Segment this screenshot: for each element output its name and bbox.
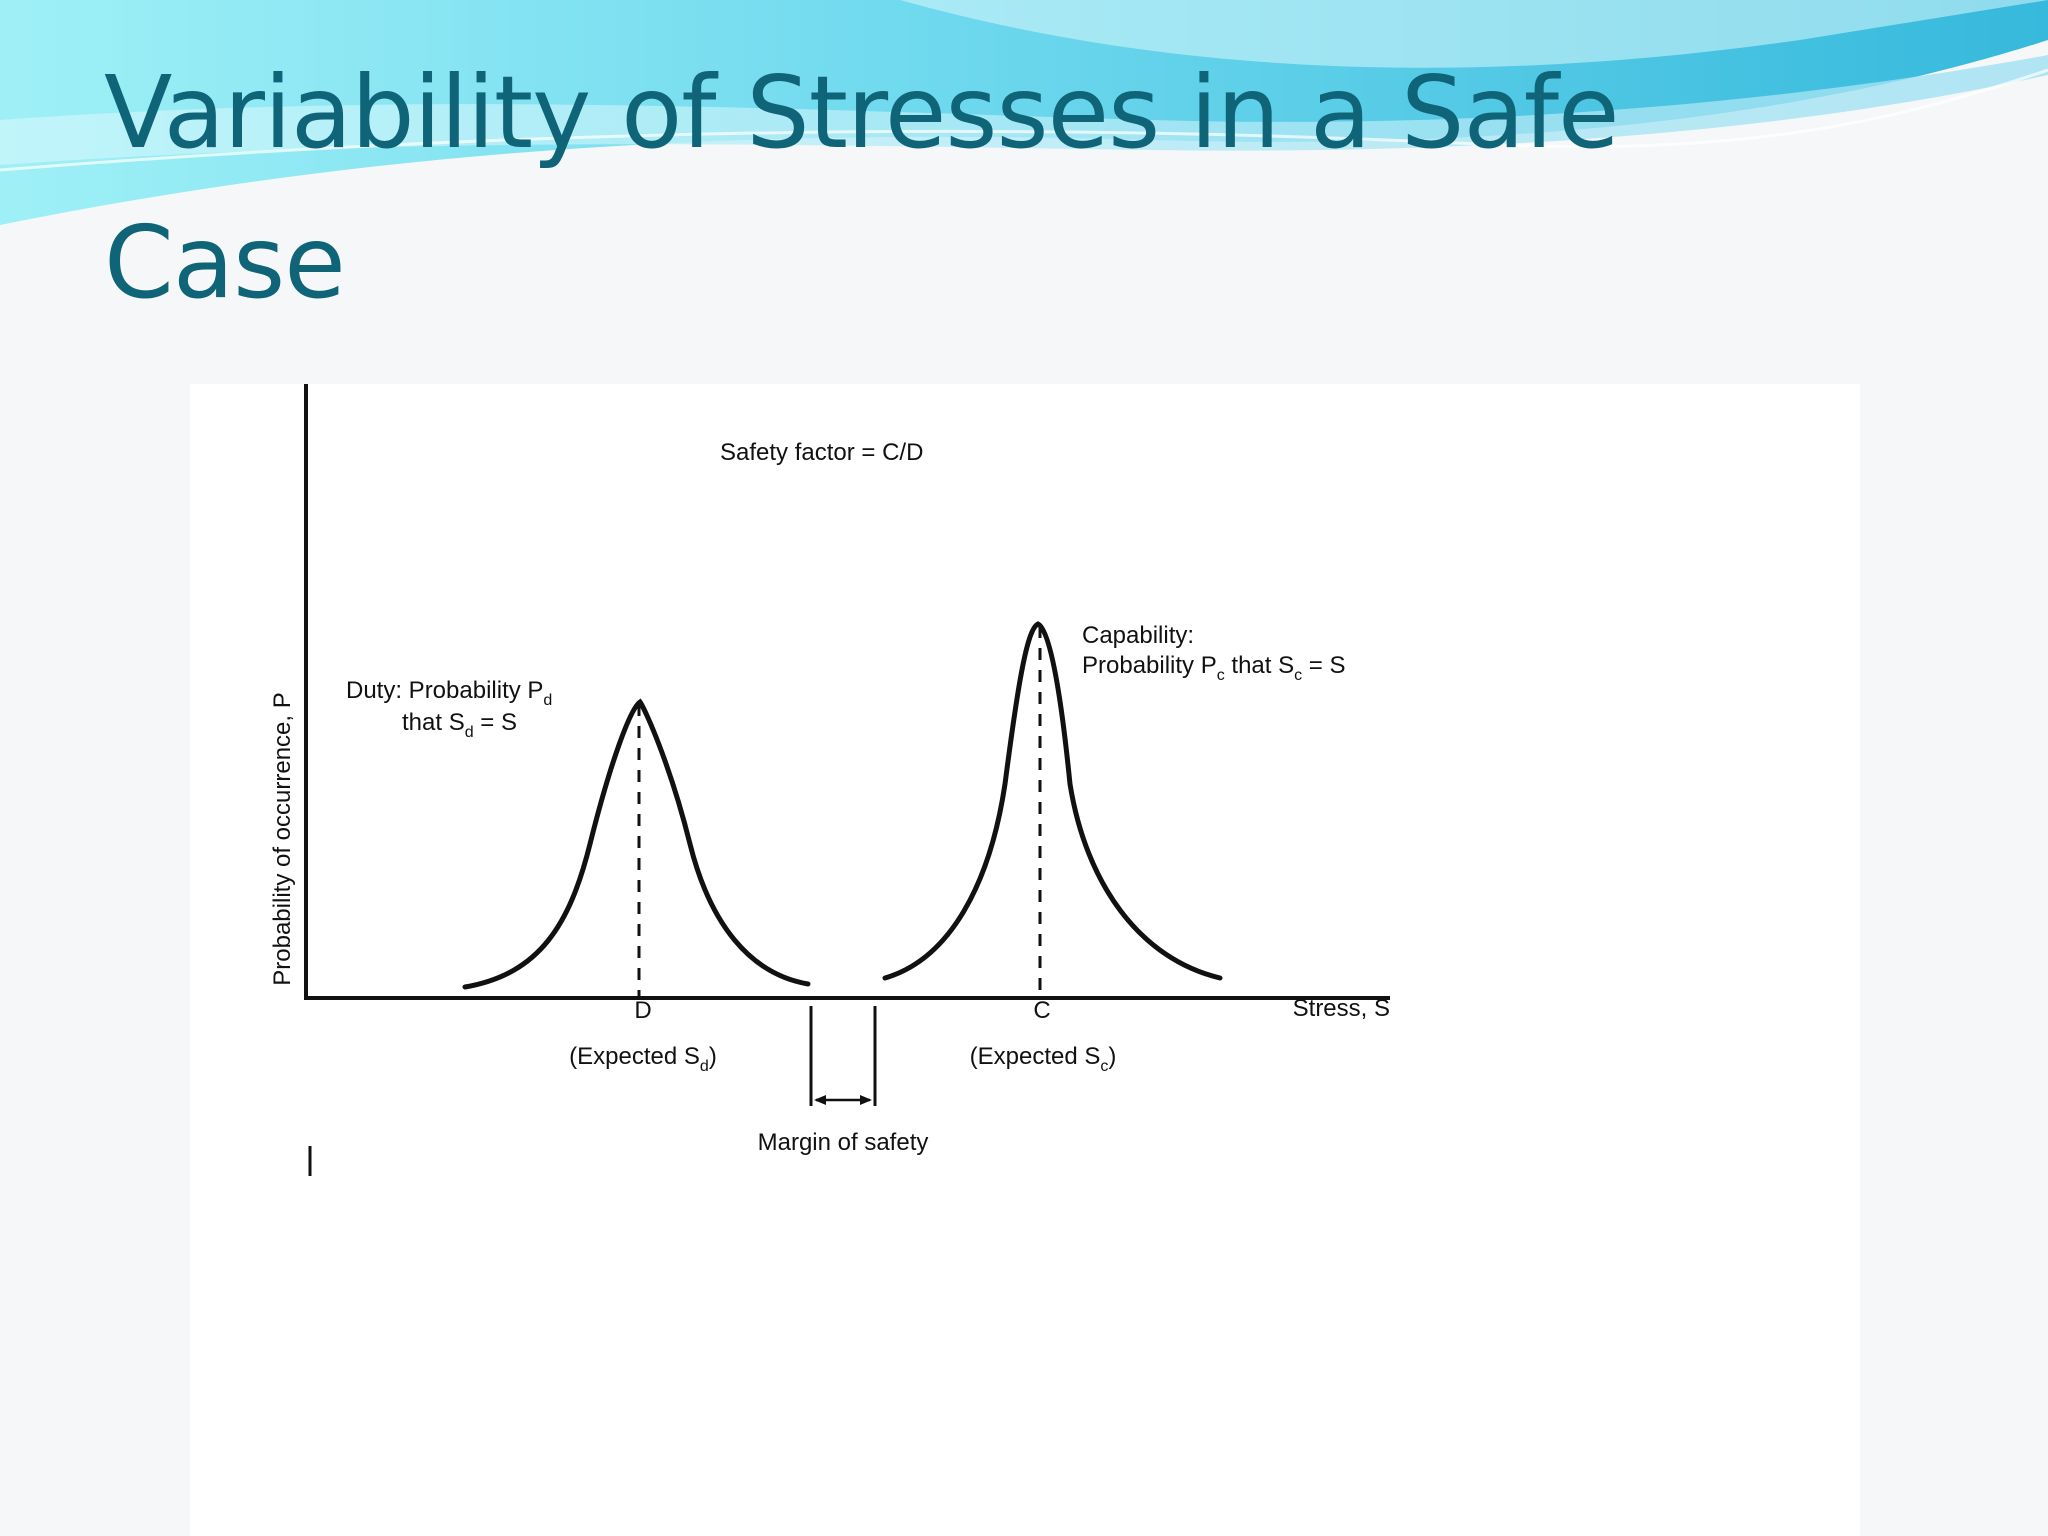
capability-label-line1: Capability: — [1082, 622, 1194, 649]
stress-distribution-diagram: Safety factor = C/D Probability of occur… — [269, 384, 1390, 1176]
capability-curve — [882, 621, 1223, 981]
margin-arrow-right-head — [860, 1095, 872, 1105]
duty-marker-label: D — [634, 997, 651, 1024]
y-axis-label: Probability of occurrence, P — [269, 692, 296, 985]
duty-label-line2: that Sd = S — [402, 709, 517, 741]
duty-curve — [462, 698, 811, 990]
safety-factor-label: Safety factor = C/D — [720, 439, 923, 466]
slide-title: Variability of Stresses in a Safe Case — [104, 54, 1620, 321]
capability-label-line2: Probability Pc that Sc = S — [1082, 652, 1345, 684]
capability-expected-label: (Expected Sc) — [970, 1043, 1117, 1075]
wave-line — [0, 68, 2048, 172]
header-wave-decoration — [0, 0, 2048, 225]
duty-expected-label: (Expected Sd) — [569, 1043, 717, 1075]
wave-highlight — [900, 0, 2048, 68]
wave-band-light — [0, 55, 2048, 165]
margin-of-safety-label: Margin of safety — [758, 1129, 929, 1156]
duty-label-line1: Duty: Probability Pd — [346, 677, 552, 709]
capability-marker-label: C — [1033, 997, 1050, 1024]
figure-panel — [190, 384, 1860, 1536]
margin-arrow-left-head — [814, 1095, 826, 1105]
x-axis-label: Stress, S — [1293, 995, 1390, 1022]
